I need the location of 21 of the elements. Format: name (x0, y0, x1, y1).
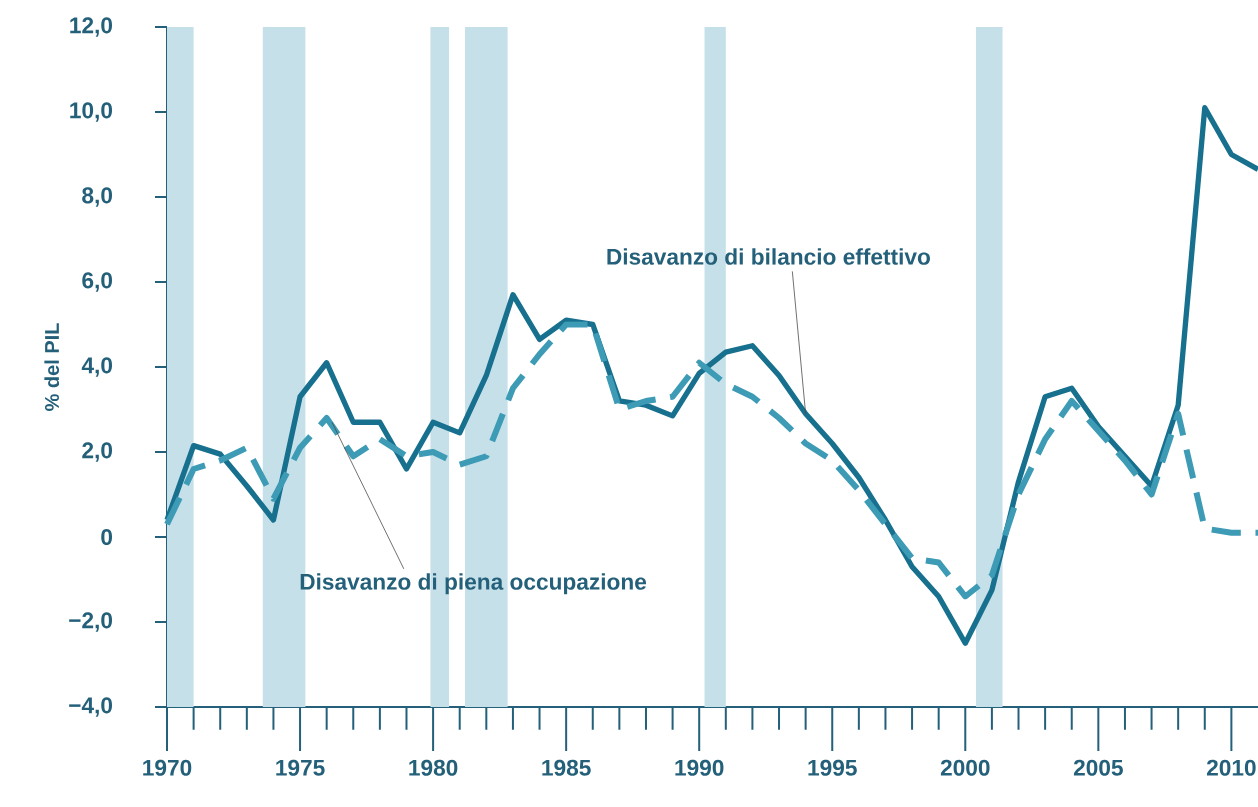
y-tick-label: 12,0 (70, 17, 113, 37)
x-tick-label: 1995 (808, 759, 857, 776)
y-tick-label: 8,0 (82, 187, 113, 207)
x-tick-label: 1985 (542, 759, 591, 776)
y-tick-label: 6,0 (82, 272, 113, 292)
y-tick-label: 0 (101, 528, 113, 546)
annotation: Disavanzo di bilancio effettivo (607, 248, 930, 265)
x-tick-label: 1970 (143, 759, 192, 776)
y-tick-label: −2,0 (69, 612, 113, 632)
y-tick-label: 2,0 (82, 442, 113, 462)
annotation: Disavanzo di piena occupazione (300, 573, 647, 595)
x-tick-label: 1980 (409, 759, 458, 776)
y-tick-label: 4,0 (81, 357, 113, 377)
x-tick-label: 2010 (1206, 759, 1256, 776)
x-tick-label: 1990 (675, 759, 724, 776)
y-axis-title: % del PIL (44, 323, 60, 411)
y-tick-label: −4,0 (69, 697, 113, 717)
x-tick-label: 2000 (940, 759, 990, 776)
y-tick-label: 10,0 (70, 102, 113, 122)
x-tick-label: 1975 (276, 759, 325, 776)
x-tick-label: 2005 (1073, 759, 1123, 776)
